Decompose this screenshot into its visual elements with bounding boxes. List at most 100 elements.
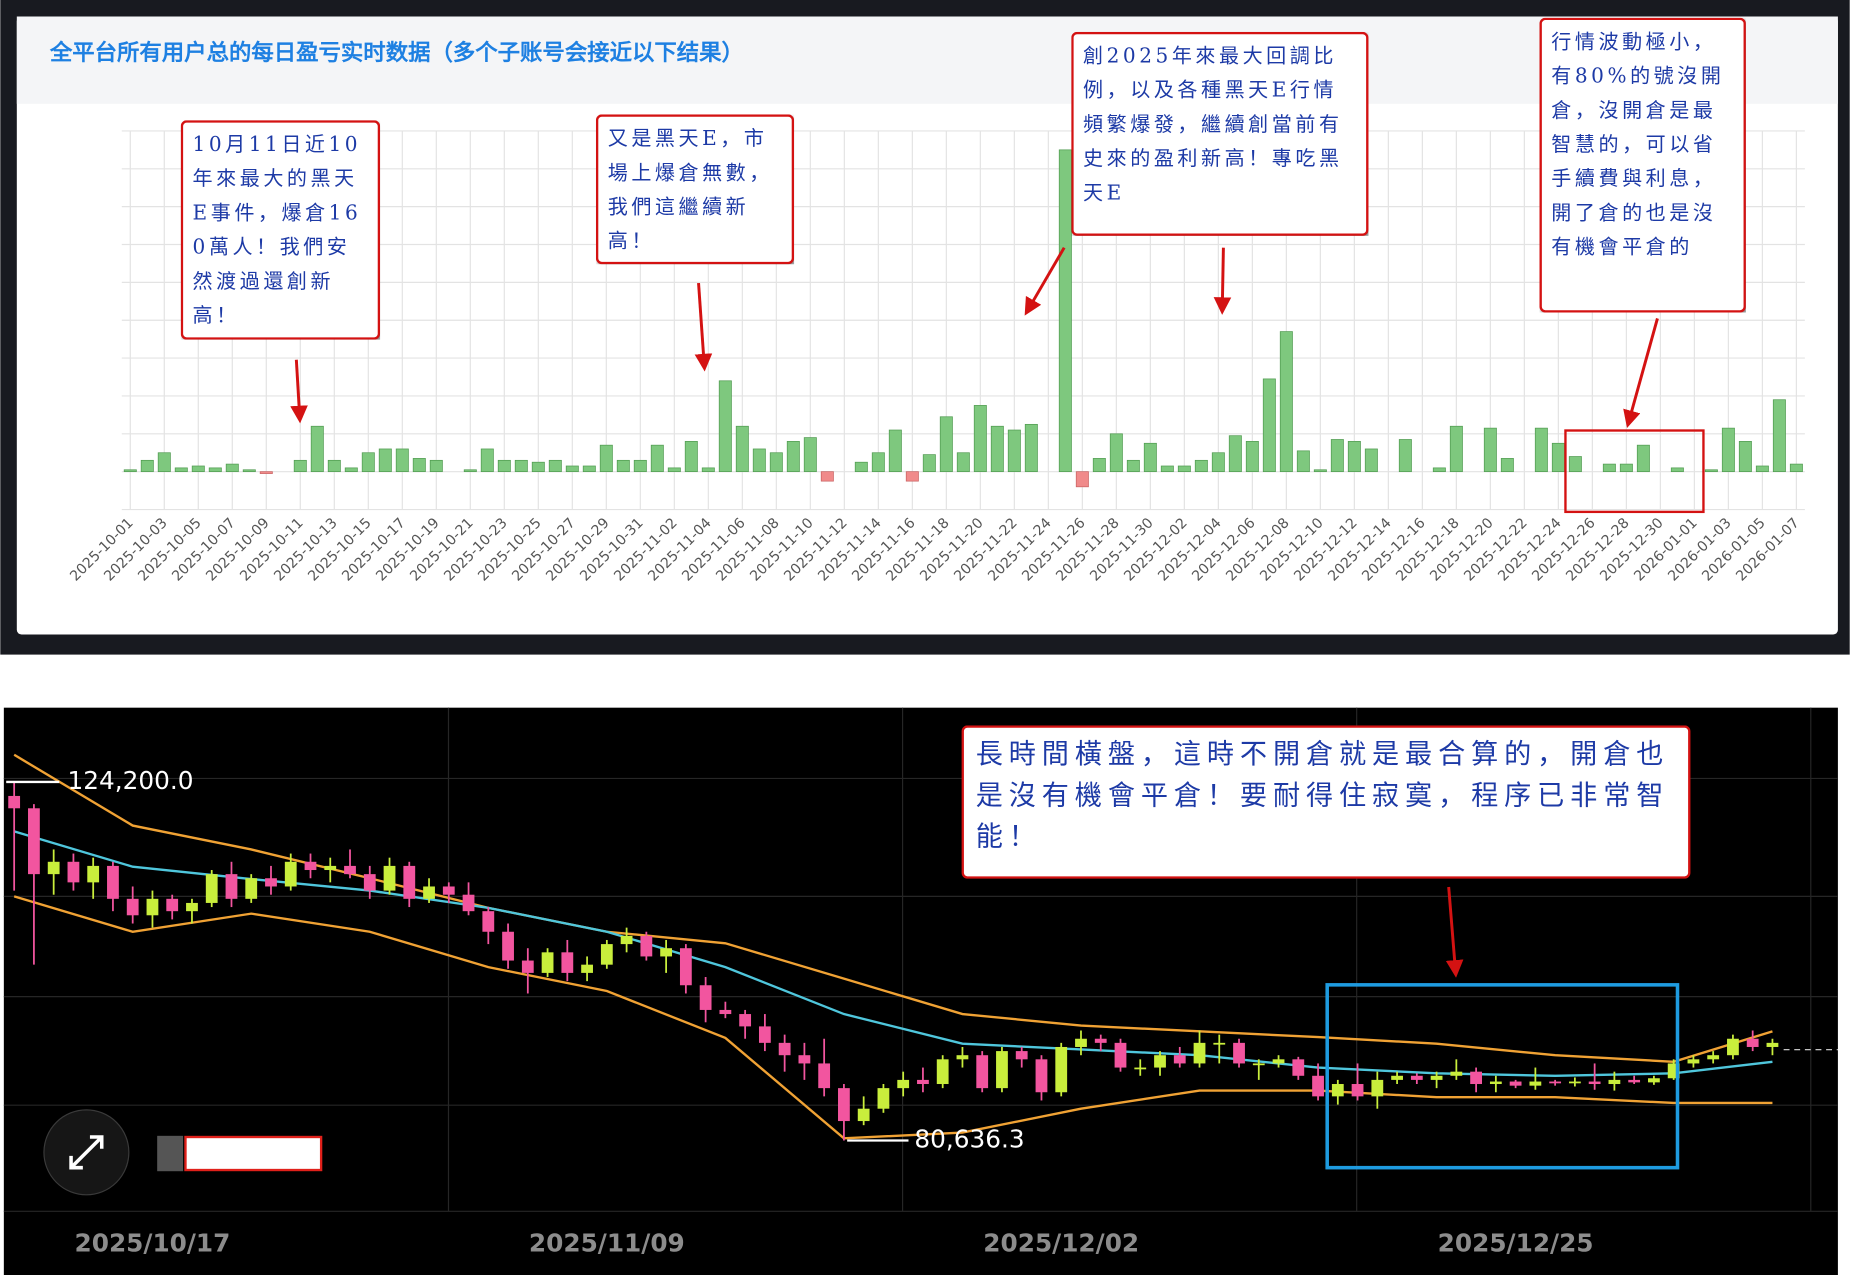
candle-body bbox=[1588, 1081, 1601, 1085]
candle-body bbox=[1509, 1081, 1522, 1086]
arrow bbox=[1213, 247, 1232, 315]
bar bbox=[752, 448, 766, 473]
candle-body bbox=[1173, 1055, 1186, 1064]
candle-body bbox=[1154, 1055, 1166, 1068]
callout-text: 行情波動極小，有80%的號沒開倉，沒開倉是最智慧的，可以省手續費與利息，開了倉的… bbox=[1539, 17, 1746, 313]
candle-body bbox=[47, 861, 60, 875]
bar bbox=[633, 459, 647, 473]
bar bbox=[1551, 442, 1565, 473]
bar bbox=[174, 467, 188, 473]
bar bbox=[1092, 458, 1106, 473]
price-label: 124,200.0 bbox=[68, 766, 194, 795]
bar bbox=[1449, 425, 1463, 473]
bar bbox=[1296, 450, 1310, 473]
candle-body bbox=[205, 874, 218, 903]
candle-body bbox=[1015, 1051, 1028, 1060]
candle-body bbox=[719, 1009, 732, 1015]
candle-body bbox=[1371, 1079, 1384, 1097]
candle-body bbox=[403, 865, 416, 899]
bar bbox=[922, 454, 936, 473]
title-strip bbox=[16, 16, 1838, 104]
candle-body bbox=[897, 1079, 910, 1089]
candle-body bbox=[936, 1059, 949, 1085]
bar bbox=[514, 459, 528, 473]
candle-body bbox=[482, 911, 495, 932]
candle-body bbox=[1292, 1059, 1305, 1076]
bar bbox=[1245, 441, 1259, 473]
candle-body bbox=[620, 935, 633, 945]
bar bbox=[599, 444, 613, 473]
candle-body bbox=[739, 1014, 752, 1027]
bar bbox=[1636, 444, 1650, 473]
candle-body bbox=[324, 865, 337, 871]
candle-body bbox=[640, 935, 653, 957]
bar bbox=[259, 471, 273, 474]
bar bbox=[565, 465, 579, 473]
bar bbox=[871, 452, 885, 473]
bar bbox=[701, 467, 715, 473]
candle-body bbox=[679, 948, 692, 986]
bar bbox=[1330, 439, 1344, 473]
bar bbox=[310, 425, 324, 473]
candle-body bbox=[600, 944, 613, 965]
candle-body bbox=[1233, 1042, 1245, 1064]
bar bbox=[242, 469, 256, 473]
top-card bbox=[16, 16, 1838, 635]
arrow bbox=[1445, 886, 1464, 978]
bar bbox=[1721, 427, 1735, 473]
candle-body bbox=[1529, 1081, 1542, 1086]
candle-body bbox=[1410, 1075, 1423, 1080]
bar bbox=[854, 461, 868, 473]
bar bbox=[327, 459, 341, 473]
x-tick-label: 2025/12/02 bbox=[983, 1228, 1139, 1257]
arrow bbox=[1623, 318, 1659, 429]
bar bbox=[140, 459, 154, 473]
bar bbox=[1177, 465, 1191, 473]
bar bbox=[1228, 435, 1242, 473]
bar bbox=[1211, 452, 1225, 473]
bar bbox=[1704, 469, 1718, 473]
candle-body bbox=[1470, 1071, 1483, 1085]
callout: 又是黑天E，市場上爆倉無數，我們這繼續新高！ bbox=[595, 114, 795, 265]
bar bbox=[1670, 467, 1684, 473]
bar bbox=[1126, 459, 1140, 473]
candle-body bbox=[28, 808, 40, 875]
candle-body bbox=[798, 1055, 811, 1064]
candle-body bbox=[996, 1051, 1008, 1089]
candle-body bbox=[1252, 1063, 1265, 1066]
candle-body bbox=[1075, 1038, 1087, 1047]
candle-body bbox=[1648, 1078, 1660, 1083]
candle-body bbox=[1450, 1071, 1463, 1076]
bar bbox=[1738, 441, 1752, 473]
bar bbox=[905, 471, 919, 482]
bar bbox=[480, 448, 494, 473]
bar bbox=[1194, 459, 1208, 473]
candle-body bbox=[304, 861, 317, 871]
arrows bbox=[290, 246, 1659, 978]
bar bbox=[1109, 433, 1123, 473]
bar bbox=[1568, 456, 1582, 473]
candle-body bbox=[462, 894, 475, 912]
candle-body bbox=[1213, 1042, 1226, 1045]
bar bbox=[1534, 427, 1548, 473]
chart-title: 全平台所有用户总的每日盈亏实时数据（多个子账号会接近以下结果） bbox=[49, 39, 744, 66]
bar bbox=[395, 448, 409, 473]
candle-body bbox=[838, 1088, 850, 1122]
candle-body bbox=[818, 1063, 831, 1089]
candle-body bbox=[561, 952, 574, 973]
candle-body bbox=[917, 1079, 929, 1085]
bar bbox=[293, 459, 307, 473]
bar bbox=[1772, 399, 1786, 473]
bar bbox=[497, 459, 511, 473]
candle-body bbox=[1628, 1079, 1641, 1083]
candle-body bbox=[581, 964, 593, 973]
candle-body bbox=[778, 1042, 791, 1056]
candle-body bbox=[1727, 1038, 1739, 1056]
candle-body bbox=[1351, 1084, 1364, 1097]
bar bbox=[582, 465, 596, 473]
bar bbox=[684, 441, 698, 473]
x-tick-label: 2025/10/17 bbox=[75, 1228, 231, 1257]
bar bbox=[667, 467, 681, 473]
